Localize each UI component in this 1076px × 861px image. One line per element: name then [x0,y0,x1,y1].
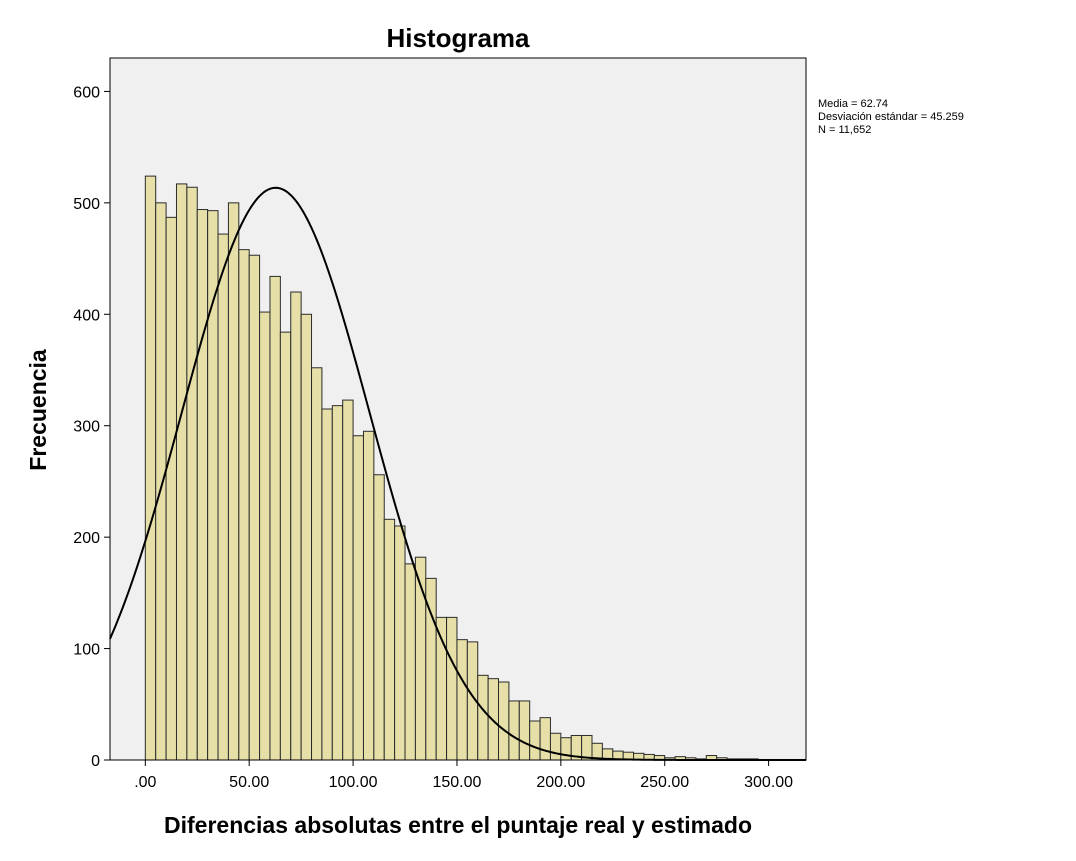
y-ticks: 0 100 200 300 400 500 600 [73,84,110,770]
histogram-bar [498,681,510,761]
x-tick-label: .00 [134,774,156,791]
y-tick-label: 300 [73,419,100,436]
y-tick-label: 400 [73,307,100,324]
y-tick-label: 500 [73,196,100,213]
histogram-bar [456,639,468,761]
chart-title: Histograma [386,23,530,53]
histogram-bar [362,430,375,761]
histogram-bar [518,700,531,761]
histogram-bar [259,311,271,761]
stats-line: N = 11,652 [818,124,871,136]
x-tick-label: 200.00 [536,774,585,791]
y-axis-label: Frecuencia [25,349,51,471]
histogram-bar [373,474,385,761]
histogram-bar [227,202,240,761]
x-ticks: .00 50.00 100.00 150.00 200.00 250.00 300.00 [134,760,793,791]
histogram-bar [290,291,302,761]
histogram-bar [446,616,458,761]
histogram-bar [186,186,198,761]
y-tick-label: 200 [73,530,100,547]
x-tick-label: 300.00 [744,774,793,791]
histogram-bar [477,674,489,761]
histogram-bar [529,720,541,761]
stats-line: Media = 62.74 [818,98,888,110]
histogram-bar [155,202,167,761]
stats-line: Desviación estándar = 45.259 [818,111,964,123]
histogram-bar [311,367,323,761]
histogram-bar [175,183,188,761]
histogram-bar [165,216,177,761]
histogram-bar [342,399,354,761]
axes-group [109,58,806,761]
histogram-bar [279,331,292,761]
histogram-bar [331,405,344,761]
x-tick-label: 250.00 [640,774,689,791]
histogram-bar [508,700,520,761]
histogram-bar [248,254,261,761]
histogram-bar [404,563,416,761]
histogram-bar [217,233,229,761]
histogram-bar [144,175,157,761]
x-tick-label: 50.00 [229,774,269,791]
x-tick-label: 100.00 [329,774,378,791]
histogram-bar [539,717,551,761]
x-tick-label: 150.00 [432,774,481,791]
histogram-bar [352,435,364,761]
histogram-bar [321,408,333,761]
histogram-bar [300,313,313,761]
histogram-bar [383,518,396,761]
y-tick-label: 100 [73,642,100,659]
y-tick-label: 600 [73,84,100,101]
histogram-bar [549,732,562,761]
y-tick-label: 0 [91,753,100,770]
histogram-bar [394,525,406,761]
histogram-bar [196,209,209,761]
histogram-bar [269,275,281,761]
histogram-bar [238,249,250,761]
x-axis-label: Diferencias absolutas entre el puntaje r… [164,812,752,838]
